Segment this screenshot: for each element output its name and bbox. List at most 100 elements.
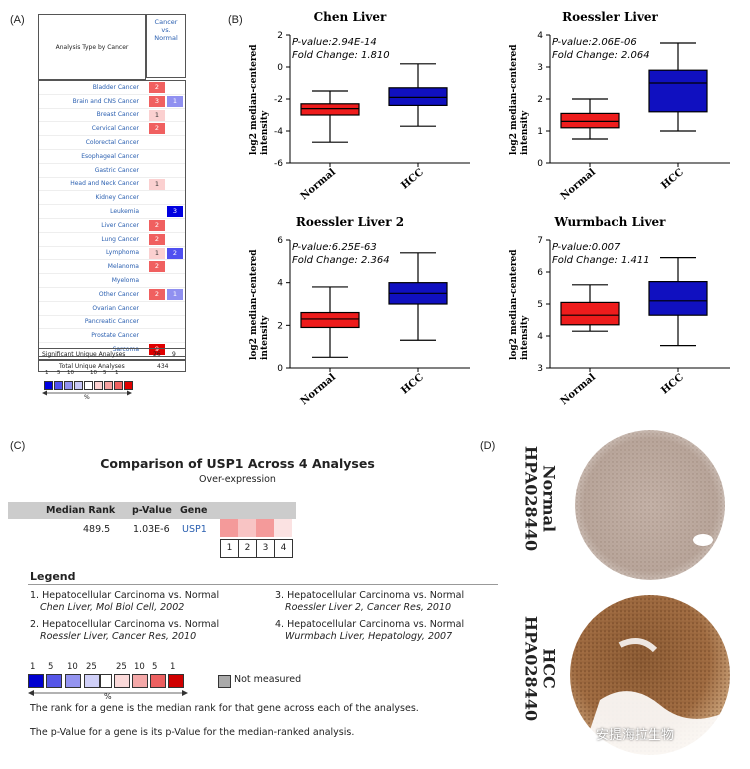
cancer-name-link[interactable]: Leukemia [110,208,139,216]
down-count-cell[interactable] [167,123,183,134]
scale-a-swatch [104,381,113,390]
cancer-name-link[interactable]: Ovarian Cancer [92,304,139,312]
down-count-cell[interactable] [167,165,183,176]
p-value-value: 1.03E-6 [133,524,170,535]
analysis-cell[interactable] [220,519,239,537]
box [560,112,620,129]
cancer-name-link[interactable]: Myeloma [111,277,139,285]
y-tick-label: 4 [537,31,543,41]
cancer-name-link[interactable]: Lymphoma [106,249,139,257]
normal-label-text: Normal [539,464,559,533]
cancer-row: Sarcoma 9 [39,342,185,356]
down-count-cell[interactable]: 3 [167,206,183,218]
normal-label-block: Normal HPA028440 [522,446,568,560]
up-count-cell[interactable]: 1 [149,247,165,259]
down-count-cell[interactable] [167,303,183,314]
up-count-cell[interactable] [149,137,165,148]
up-count-cell[interactable]: 2 [149,82,165,93]
scale-c-swatch [65,674,81,688]
up-count-cell[interactable]: 2 [149,219,165,231]
cancer-name-link[interactable]: Bladder Cancer [92,83,139,91]
cancer-name-link[interactable]: Lung Cancer [101,235,139,243]
down-count-cell[interactable]: 1 [167,95,183,107]
down-count-cell[interactable] [167,330,183,341]
normal-ihc-image-frame [560,425,740,585]
comparison-header-bar [8,502,296,519]
y-tick-label: -2 [274,95,283,105]
scale-a-unit: % [84,394,90,401]
cancer-name-link[interactable]: Breast Cancer [96,111,139,119]
up-count-cell[interactable] [149,192,165,203]
normal-antibody-text: HPA028440 [521,445,541,552]
boxplot-2: Roessler Liver 2 0 2 4 6 log2 median-centered… [249,215,470,407]
analysis-cell[interactable] [274,519,293,537]
up-count-cell[interactable] [149,165,165,176]
down-count-cell[interactable]: 1 [167,288,183,300]
up-count-cell[interactable]: 2 [149,261,165,273]
up-count-cell[interactable]: 3 [149,95,165,107]
footnote-rank: The rank for a gene is the median rank f… [30,703,419,714]
down-count-cell[interactable] [167,192,183,203]
cancer-name-link[interactable]: Melanoma [107,263,139,271]
cancer-name-link[interactable]: Liver Cancer [101,221,139,229]
up-count-cell[interactable]: 1 [149,109,165,121]
normal-ihc-image [575,430,725,580]
down-count-cell[interactable] [167,179,183,190]
up-count-cell[interactable] [149,151,165,162]
legend-item-line2: Wurmbach Liver, Hepatology, 2007 [285,631,453,642]
panel-a-color-scale: 1 5 10 10 5 1 % [42,364,133,401]
y-label-line: log2 median-centered [509,249,519,360]
legend-item-line1: 4. Hepatocellular Carcinoma vs. Normal [275,619,465,630]
cancer-name-link[interactable]: Brain and CNS Cancer [72,97,139,105]
up-count-cell[interactable]: 2 [149,233,165,245]
box [300,103,360,116]
x-tick-label: Normal [559,372,598,408]
y-label-line: log2 median-centered [249,249,259,360]
cancer-name-link[interactable]: Sarcoma [112,346,139,354]
cancer-row: Head and Neck Cancer 1 [39,176,185,191]
box [560,301,620,326]
analysis-cell[interactable] [256,519,275,537]
up-count-cell[interactable]: 9 [149,344,165,356]
up-count-cell[interactable]: 2 [149,123,165,135]
cancer-name-link[interactable]: Cervical Cancer [91,125,139,133]
up-count-cell[interactable] [149,330,165,341]
cancer-name-link[interactable]: Pancreatic Cancer [84,318,139,326]
down-count-cell[interactable] [167,234,183,245]
down-count-cell[interactable] [167,317,183,328]
scale-c-swatch [46,674,62,688]
down-count-cell[interactable] [167,275,183,286]
not-measured-label: Not measured [234,674,302,685]
cancer-name-link[interactable]: Gastric Cancer [94,166,139,174]
y-tick-label: 4 [277,279,283,289]
analysis-cell[interactable] [238,519,257,537]
up-count-cell[interactable] [149,206,165,217]
cancer-name-link[interactable]: Colorectal Cancer [85,139,139,147]
down-count-cell[interactable] [167,220,183,231]
up-count-cell[interactable]: 2 [149,288,165,300]
up-count-cell[interactable]: 1 [149,178,165,190]
down-count-cell[interactable] [167,151,183,162]
up-count-cell[interactable] [149,317,165,328]
cancer-name-link[interactable]: Kidney Cancer [95,194,140,202]
scale-c-number: 25 [86,662,97,672]
x-tick-label: Normal [559,167,598,203]
x-tick-label: HCC [399,372,426,397]
legend-list: 1. Hepatocellular Carcinoma vs. Normal Ch… [30,590,490,650]
gene-link[interactable]: USP1 [182,524,207,535]
x-tick-label: Normal [299,372,338,408]
cancer-name-link[interactable]: Esophageal Cancer [81,152,139,160]
down-count-cell[interactable] [167,137,183,148]
cancer-name-link[interactable]: Other Cancer [98,290,139,298]
legend-item-line2: Chen Liver, Mol Biol Cell, 2002 [40,602,185,613]
down-count-cell[interactable]: 2 [167,247,183,259]
down-count-cell[interactable] [167,261,183,272]
down-count-cell[interactable] [167,82,183,93]
total-value: 434 [157,363,169,370]
up-count-cell[interactable] [149,303,165,314]
up-count-cell[interactable] [149,275,165,286]
cancer-name-link[interactable]: Head and Neck Cancer [70,180,139,188]
normal-antibody-id: HPA028440 [521,444,541,554]
cancer-name-link[interactable]: Prostate Cancer [91,332,139,340]
down-count-cell[interactable] [167,110,183,121]
